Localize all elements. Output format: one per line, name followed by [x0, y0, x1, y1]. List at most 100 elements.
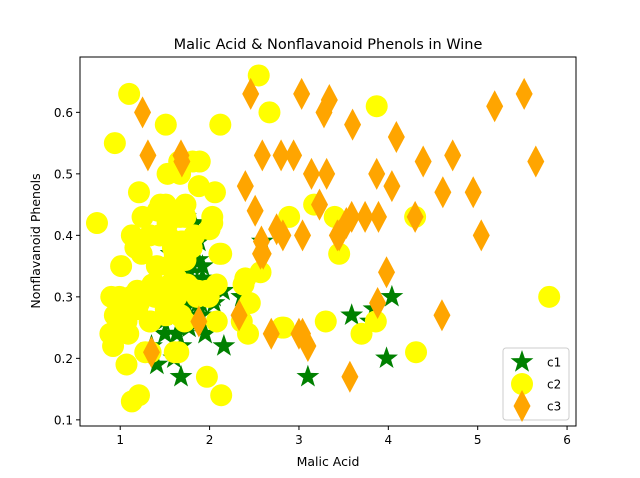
x-tick-label: 6 [563, 433, 571, 447]
point-c2 [156, 162, 179, 185]
point-c3 [486, 90, 504, 123]
point-c1 [340, 303, 364, 326]
point-c3 [302, 157, 320, 190]
point-c2 [209, 113, 232, 136]
point-c2 [350, 322, 373, 345]
point-c1 [145, 352, 169, 375]
point-c2 [176, 273, 199, 296]
point-c2 [154, 193, 177, 216]
point-c2 [103, 132, 126, 155]
point-c3 [253, 139, 271, 172]
point-c2 [208, 242, 231, 265]
point-c3 [272, 139, 290, 172]
point-c2 [258, 101, 281, 124]
point-c2 [154, 113, 177, 136]
point-c2 [158, 255, 181, 278]
y-tick-label: 0.6 [54, 106, 73, 120]
point-c2 [126, 298, 149, 321]
point-c3 [414, 145, 432, 178]
point-c3 [337, 207, 355, 240]
point-c3 [368, 157, 386, 190]
point-c2 [195, 279, 218, 302]
point-c1 [177, 260, 201, 282]
point-c2 [405, 341, 428, 364]
point-c3 [268, 213, 286, 246]
marks-layer [85, 64, 561, 413]
point-c2 [130, 242, 153, 265]
legend-item-c3: c3 [513, 390, 561, 422]
y-tick-label: 0.2 [54, 352, 73, 366]
point-c3 [142, 336, 160, 369]
point-c2 [127, 181, 150, 204]
point-c3 [344, 108, 362, 141]
point-c3 [246, 194, 264, 227]
legend-marker-c1 [510, 350, 534, 372]
point-c3 [369, 200, 387, 233]
point-c3 [320, 84, 338, 117]
point-c3 [527, 145, 545, 178]
point-c3 [285, 139, 303, 172]
point-c2 [174, 205, 197, 228]
point-c3 [173, 145, 191, 178]
y-tick-label: 0.5 [54, 167, 73, 181]
legend-marker-c2 [511, 373, 533, 395]
point-c1 [212, 334, 236, 356]
point-c2 [85, 212, 108, 235]
point-c2 [110, 255, 133, 278]
point-c2 [314, 310, 337, 333]
point-c2 [210, 384, 233, 407]
x-tick-label: 1 [116, 433, 124, 447]
legend-item-c1: c1 [510, 350, 561, 372]
y-tick-label: 0.3 [54, 290, 73, 304]
point-c2 [99, 322, 122, 345]
point-c3 [341, 360, 359, 393]
legend-marker-c3 [513, 390, 531, 422]
point-c3 [294, 317, 312, 350]
series-c3 [134, 77, 545, 393]
point-c3 [311, 188, 329, 221]
legend-label-c3: c3 [547, 400, 561, 414]
legend-item-c2: c2 [511, 373, 561, 395]
point-c3 [515, 77, 533, 110]
point-c3 [294, 219, 312, 252]
x-tick-label: 3 [295, 433, 303, 447]
point-c3 [464, 176, 482, 209]
point-c3 [236, 170, 254, 203]
point-c2 [203, 181, 226, 204]
point-c1 [380, 284, 404, 307]
point-c1 [296, 364, 320, 387]
point-c2 [365, 95, 388, 118]
point-c3 [262, 317, 280, 350]
legend-label-c1: c1 [547, 356, 561, 370]
point-c3 [293, 77, 311, 110]
point-c3 [356, 200, 374, 233]
x-axis-label: Malic Acid [297, 454, 360, 469]
point-c3 [318, 157, 336, 190]
point-c2 [247, 64, 270, 87]
y-axis-label: Nonflavanoid Phenols [28, 173, 43, 308]
x-tick-label: 5 [474, 433, 482, 447]
point-c3 [230, 299, 248, 332]
point-c3 [369, 287, 387, 319]
point-c3 [472, 219, 490, 252]
point-c3 [254, 237, 272, 270]
point-c2 [364, 310, 387, 333]
point-c3 [139, 139, 157, 172]
point-c3 [378, 256, 396, 289]
point-c1 [153, 321, 177, 344]
y-axis-ticks: 0.1 0.2 0.3 0.4 0.5 0.6 [54, 106, 80, 427]
point-c3 [433, 299, 451, 332]
point-c2 [159, 273, 182, 296]
point-c3 [444, 139, 462, 172]
point-c2 [538, 285, 561, 308]
point-c3 [434, 176, 452, 209]
point-c1 [375, 346, 398, 369]
point-c2 [127, 384, 150, 407]
axes-frame [79, 56, 577, 427]
point-c1 [169, 364, 193, 387]
point-c3 [406, 200, 424, 233]
point-c2 [249, 261, 272, 284]
y-tick-label: 0.1 [54, 413, 73, 427]
point-c1 [191, 266, 214, 289]
